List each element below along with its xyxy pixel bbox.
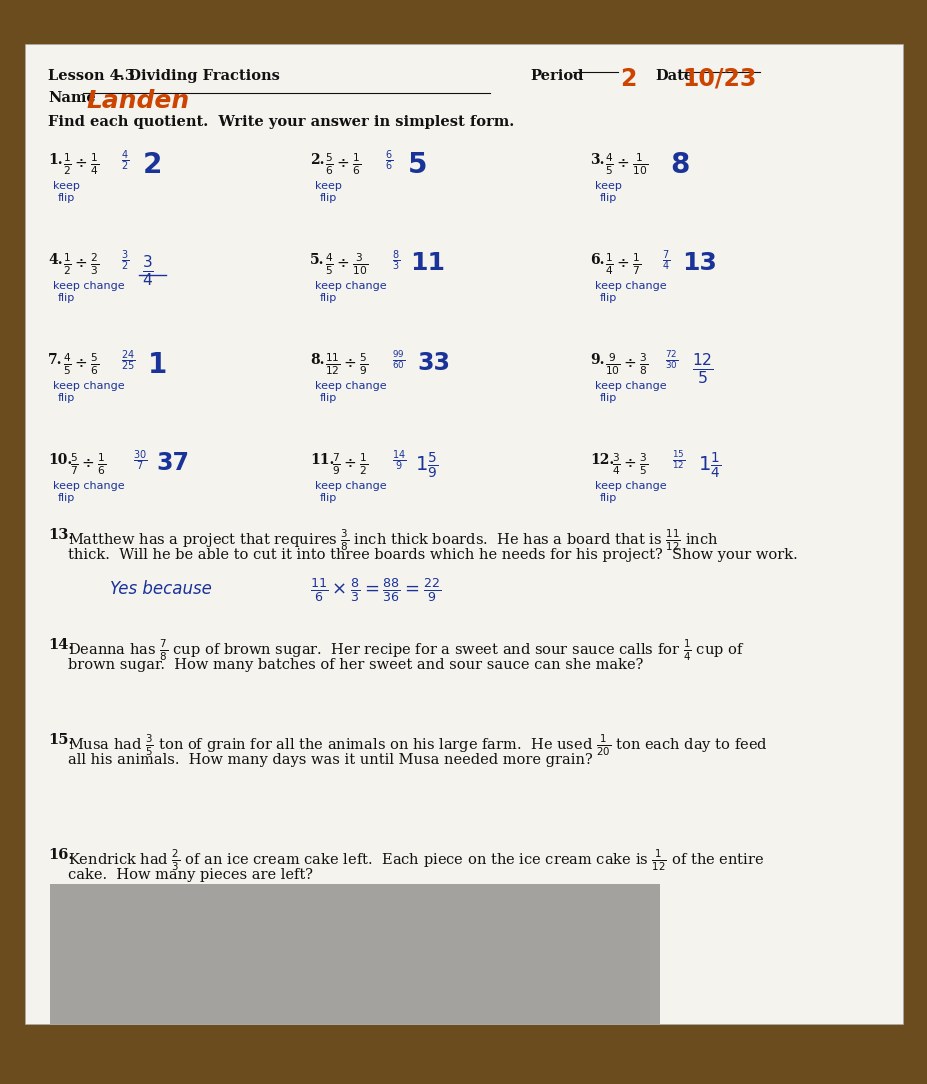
Text: keep change: keep change	[594, 481, 666, 491]
Text: Yes because: Yes because	[110, 580, 211, 598]
Text: flip: flip	[320, 393, 337, 403]
Text: 16.: 16.	[48, 848, 73, 862]
Text: flip: flip	[57, 193, 75, 203]
Text: $\frac{1}{2} \div \frac{1}{4}$: $\frac{1}{2} \div \frac{1}{4}$	[63, 151, 99, 177]
Text: all his animals.  How many days was it until Musa needed more grain?: all his animals. How many days was it un…	[68, 753, 592, 767]
Text: 14.: 14.	[48, 638, 73, 651]
Text: Period: Period	[529, 69, 583, 83]
Text: flip: flip	[600, 493, 616, 503]
Text: 10/23: 10/23	[681, 67, 756, 91]
Text: keep change: keep change	[53, 380, 124, 391]
Text: 8: 8	[669, 151, 689, 179]
Text: 1: 1	[147, 351, 167, 379]
Text: $\frac{24}{25}$: $\frac{24}{25}$	[121, 349, 135, 373]
Text: 15.: 15.	[48, 733, 73, 747]
Text: $\frac{30}{7}$: $\frac{30}{7}$	[133, 449, 147, 474]
Text: $\frac{4}{5} \div \frac{5}{6}$: $\frac{4}{5} \div \frac{5}{6}$	[63, 351, 99, 376]
Text: 2.: 2.	[310, 153, 324, 167]
Text: flip: flip	[320, 493, 337, 503]
Text: $\frac{7}{9} \div \frac{1}{2}$: $\frac{7}{9} \div \frac{1}{2}$	[332, 451, 368, 477]
Text: 5.: 5.	[310, 253, 324, 267]
Text: Matthew has a project that requires $\frac{3}{8}$ inch thick boards.  He has a b: Matthew has a project that requires $\fr…	[68, 528, 717, 553]
Text: 3.: 3.	[590, 153, 603, 167]
Text: $\frac{5}{7} \div \frac{1}{6}$: $\frac{5}{7} \div \frac{1}{6}$	[70, 451, 106, 477]
Text: keep change: keep change	[314, 481, 387, 491]
Text: $\frac{7}{4}$: $\frac{7}{4}$	[661, 249, 669, 273]
Text: flip: flip	[320, 293, 337, 304]
Text: 11.: 11.	[310, 453, 334, 467]
Text: 6.: 6.	[590, 253, 603, 267]
Text: 7.: 7.	[48, 353, 62, 367]
Text: 33: 33	[416, 351, 450, 375]
Text: Musa had $\frac{3}{5}$ ton of grain for all the animals on his large farm.  He u: Musa had $\frac{3}{5}$ ton of grain for …	[68, 733, 768, 759]
Text: flip: flip	[57, 393, 75, 403]
Text: $\frac{15}{12}$: $\frac{15}{12}$	[671, 449, 684, 470]
Text: $\frac{1}{2} \div \frac{2}{3}$: $\frac{1}{2} \div \frac{2}{3}$	[63, 251, 99, 276]
Text: $\frac{4}{5} \div \frac{3}{10}$: $\frac{4}{5} \div \frac{3}{10}$	[324, 251, 368, 276]
Text: thick.  Will he be able to cut it into three boards which he needs for his proje: thick. Will he be able to cut it into th…	[68, 549, 797, 562]
Text: 11: 11	[410, 251, 445, 275]
Text: keep change: keep change	[53, 281, 124, 291]
Text: $\frac{11}{6} \times \frac{8}{3} = \frac{88}{36} = \frac{22}{9}$: $\frac{11}{6} \times \frac{8}{3} = \frac…	[310, 576, 440, 604]
Text: $\frac{4}{5} \div \frac{1}{10}$: $\frac{4}{5} \div \frac{1}{10}$	[604, 151, 647, 177]
Text: keep: keep	[53, 181, 80, 191]
Text: 13: 13	[681, 251, 716, 275]
Polygon shape	[50, 883, 659, 1024]
Text: 12.: 12.	[590, 453, 614, 467]
Text: $\frac{14}{9}$: $\frac{14}{9}$	[391, 449, 406, 474]
Text: Landen: Landen	[86, 89, 189, 113]
Text: $\frac{5}{6} \div \frac{1}{6}$: $\frac{5}{6} \div \frac{1}{6}$	[324, 151, 361, 177]
Text: keep change: keep change	[594, 380, 666, 391]
Text: $1\frac{5}{9}$: $1\frac{5}{9}$	[414, 451, 438, 481]
Text: 5: 5	[408, 151, 427, 179]
Text: keep change: keep change	[594, 281, 666, 291]
Text: keep change: keep change	[53, 481, 124, 491]
Text: flip: flip	[57, 293, 75, 304]
Text: $\frac{6}{6}$: $\frac{6}{6}$	[385, 149, 393, 173]
Text: brown sugar.  How many batches of her sweet and sour sauce can she make?: brown sugar. How many batches of her swe…	[68, 658, 642, 672]
Text: 2: 2	[143, 151, 162, 179]
Text: $\frac{4}{2}$: $\frac{4}{2}$	[121, 149, 129, 173]
Text: $\frac{1}{4} \div \frac{1}{7}$: $\frac{1}{4} \div \frac{1}{7}$	[604, 251, 641, 276]
Text: $\frac{72}{30}$: $\frac{72}{30}$	[665, 349, 678, 371]
Text: 8.: 8.	[310, 353, 324, 367]
Text: $\frac{8}{3}$: $\frac{8}{3}$	[391, 249, 400, 273]
Text: flip: flip	[600, 293, 616, 304]
Text: $1\frac{1}{4}$: $1\frac{1}{4}$	[697, 451, 720, 481]
Text: $\frac{12}{5}$: $\frac{12}{5}$	[692, 351, 713, 386]
Text: 2: 2	[619, 67, 636, 91]
Text: $\frac{3}{2}$: $\frac{3}{2}$	[121, 249, 129, 273]
Text: 4.: 4.	[48, 253, 62, 267]
Text: Date: Date	[654, 69, 692, 83]
Text: keep: keep	[594, 181, 621, 191]
Text: Find each quotient.  Write your answer in simplest form.: Find each quotient. Write your answer in…	[48, 115, 514, 129]
Text: 37: 37	[156, 451, 189, 475]
Text: Lesson 4.3: Lesson 4.3	[48, 69, 134, 83]
Text: 9.: 9.	[590, 353, 603, 367]
Text: flip: flip	[600, 393, 616, 403]
Text: keep: keep	[314, 181, 341, 191]
Text: – Dividing Fractions: – Dividing Fractions	[116, 69, 280, 83]
Text: $\frac{3}{4} \div \frac{3}{5}$: $\frac{3}{4} \div \frac{3}{5}$	[611, 451, 648, 477]
Text: 13.: 13.	[48, 528, 73, 542]
Text: 1.: 1.	[48, 153, 62, 167]
Text: Deanna has $\frac{7}{8}$ cup of brown sugar.  Her recipe for a sweet and sour sa: Deanna has $\frac{7}{8}$ cup of brown su…	[68, 638, 743, 663]
Text: flip: flip	[320, 193, 337, 203]
Text: flip: flip	[57, 493, 75, 503]
Text: Kendrick had $\frac{2}{3}$ of an ice cream cake left.  Each piece on the ice cre: Kendrick had $\frac{2}{3}$ of an ice cre…	[68, 848, 764, 874]
Text: Name: Name	[48, 91, 95, 105]
Text: $\frac{99}{60}$: $\frac{99}{60}$	[391, 349, 405, 371]
Text: flip: flip	[600, 193, 616, 203]
Text: cake.  How many pieces are left?: cake. How many pieces are left?	[68, 868, 312, 882]
Text: keep change: keep change	[314, 281, 387, 291]
Text: 10.: 10.	[48, 453, 72, 467]
Text: $\frac{11}{12} \div \frac{5}{9}$: $\frac{11}{12} \div \frac{5}{9}$	[324, 351, 368, 376]
Text: $\frac{9}{10} \div \frac{3}{8}$: $\frac{9}{10} \div \frac{3}{8}$	[604, 351, 647, 376]
Text: keep change: keep change	[314, 380, 387, 391]
Text: $\frac{3}{4}$: $\frac{3}{4}$	[142, 253, 154, 288]
